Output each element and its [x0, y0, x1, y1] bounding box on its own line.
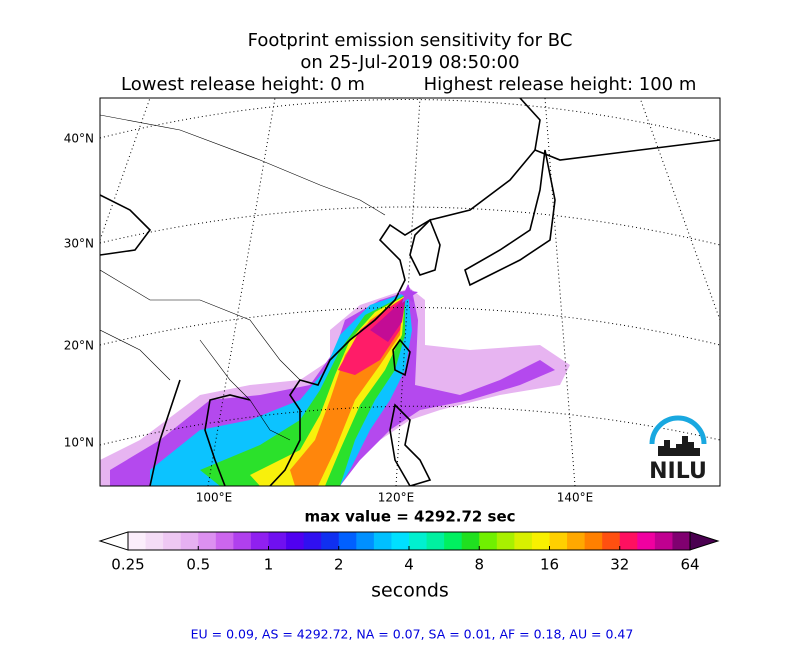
colorbar-bin	[303, 532, 322, 550]
colorbar-bin	[514, 532, 533, 550]
colorbar-bin	[531, 532, 550, 550]
colorbar-bin	[602, 532, 621, 550]
colorbar-bin	[321, 532, 340, 550]
lon-label: 100°E	[196, 491, 233, 505]
colorbar-bin	[549, 532, 568, 550]
colorbar-tick-label: 1	[264, 556, 274, 574]
colorbar-tick-label: 32	[610, 556, 629, 574]
colorbar-bin	[250, 532, 269, 550]
colorbar-bin	[233, 532, 252, 550]
borders	[100, 114, 386, 441]
colorbar-bin	[654, 532, 673, 550]
colorbar-bin	[637, 532, 656, 550]
release-highest: Highest release height: 100 m	[424, 74, 697, 95]
colorbar-tick-label: 64	[680, 556, 699, 574]
coastlines	[100, 98, 720, 486]
colorbar-bin	[391, 532, 410, 550]
title-line: on 25-Jul-2019 08:50:00	[300, 52, 519, 73]
colorbar-bin	[373, 532, 392, 550]
lon-label: 120°E	[378, 491, 415, 505]
colorbar-tick-label: 0.5	[186, 556, 210, 574]
nilu-logo: NILU	[649, 415, 707, 484]
colorbar-tick-label: 4	[404, 556, 414, 574]
colorbar-bin	[567, 532, 586, 550]
colorbar-bin	[356, 532, 375, 550]
colorbar-bin	[180, 532, 199, 550]
title-line: Footprint emission sensitivity for BC	[248, 30, 573, 51]
max-value: max value = 4292.72 sec	[304, 508, 515, 526]
colorbar-bin	[426, 532, 445, 550]
release-site	[398, 284, 418, 303]
map-frame	[99, 97, 721, 487]
colorbar-bin	[128, 532, 147, 550]
lat-label: 30°N	[64, 237, 94, 251]
colorbar-bin	[584, 532, 603, 550]
footer: EU = 0.09, AS = 4292.72, NA = 0.07, SA =…	[191, 627, 634, 642]
release-lowest: Lowest release height: 0 m	[121, 74, 365, 95]
colorbar-tick-label: 16	[540, 556, 559, 574]
colorbar-label: seconds	[371, 580, 449, 602]
map	[100, 98, 720, 486]
lat-labels: 40°N 30°N 20°N 10°N	[64, 132, 94, 450]
plume	[100, 288, 570, 486]
logo-text: NILU	[649, 459, 707, 484]
colorbar-bin	[409, 532, 428, 550]
colorbar-bin	[672, 532, 691, 550]
colorbar-tick-label: 8	[474, 556, 484, 574]
colorbar-bin	[444, 532, 463, 550]
colorbar-extend-high	[689, 531, 720, 551]
colorbar-bin	[215, 532, 234, 550]
colorbar: 0.25 0.5 1 2 4 8 16 32 64	[98, 531, 720, 574]
colorbar-bin	[461, 532, 480, 550]
lat-label: 40°N	[64, 132, 94, 146]
lat-label: 20°N	[64, 339, 94, 353]
colorbar-bin	[268, 532, 287, 550]
colorbar-bin	[619, 532, 638, 550]
colorbar-tick-label: 2	[334, 556, 344, 574]
colorbar-bin	[198, 532, 217, 550]
colorbar-bin	[286, 532, 305, 550]
colorbar-extend-low	[98, 531, 129, 551]
graticule	[100, 98, 720, 486]
colorbar-bin	[145, 532, 164, 550]
lon-label: 140°E	[557, 491, 594, 505]
colorbar-bin	[496, 532, 515, 550]
lon-labels: 100°E 120°E 140°E	[196, 491, 594, 505]
lat-label: 10°N	[64, 436, 94, 450]
colorbar-bin	[163, 532, 182, 550]
colorbar-bin	[479, 532, 498, 550]
colorbar-tick-label: 0.25	[111, 556, 144, 574]
colorbar-bin	[338, 532, 357, 550]
